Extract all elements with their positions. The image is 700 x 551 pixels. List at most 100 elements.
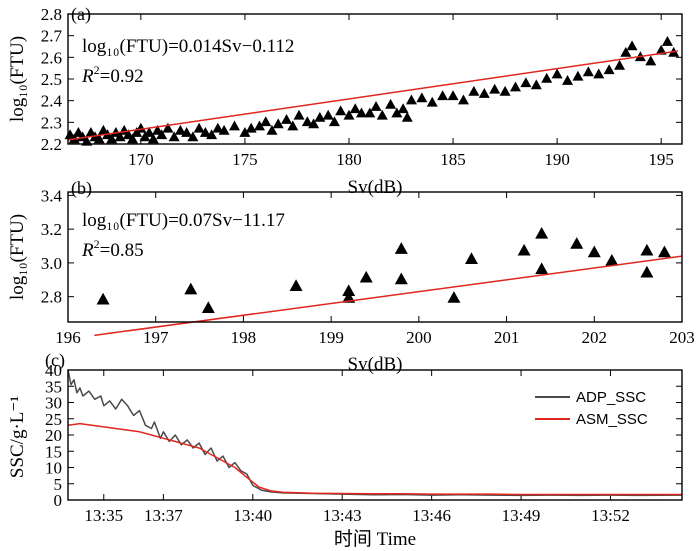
panel-a-r2: R2=0.92 [81,63,144,87]
fit-line [94,255,683,337]
data-point [308,118,320,129]
data-point [570,237,584,249]
y-tick-label: 15 [45,442,62,461]
y-tick-label: 30 [45,394,62,413]
data-point [253,120,265,131]
x-tick-label: 199 [318,328,344,347]
data-point [593,68,605,79]
panel-c-xlabel: 时间 Time [334,528,416,550]
data-point [657,245,671,258]
panel-b-equation: log₁₀(FTU)=0.07Sv−11.17 [82,210,285,231]
data-point [314,111,326,122]
data-point [239,127,251,137]
y-tick-label: 3.0 [41,254,62,273]
x-tick-label: 190 [544,150,570,169]
y-tick-label: 2.8 [41,288,62,307]
data-point [562,75,574,85]
data-point [394,272,408,285]
panel-c: (c) 13:35 13:37 13:40 13:43 13:46 13:49 13:52 0… [7,350,683,550]
data-point [272,118,284,129]
legend-asm-label: ASM_SSC [576,411,648,428]
panel-c-marks [67,369,683,497]
data-point [328,116,340,127]
data-point [645,55,657,66]
x-tick-label: 13:52 [591,506,630,525]
data-point [206,129,218,140]
data-point [349,103,361,114]
x-tick-label: 13:35 [84,506,123,525]
data-point [127,133,139,144]
panel-b-xlabel: Sv(dB) [348,354,403,375]
data-point [605,253,619,266]
data-point [201,301,215,313]
data-point [168,131,180,142]
panel-c-frame [67,369,683,501]
data-point [376,109,388,120]
data-point [520,77,532,88]
y-tick-label: 5 [54,475,63,494]
panel-a: (a) log₁₀(FTU)=0.014Sv−0.112 R2=0.92 170… [7,4,683,198]
data-point [343,109,355,120]
data-point [364,107,376,118]
x-tick-label: 200 [406,328,432,347]
data-point [322,109,334,120]
data-point [335,105,347,116]
asm-ssc-line [67,422,682,496]
data-point [478,88,490,98]
data-point [370,101,382,111]
data-point [661,36,673,46]
data-point [181,127,193,137]
data-point [447,90,459,101]
data-point [143,127,155,137]
data-point [293,109,305,120]
data-point [535,226,549,239]
data-point [603,64,615,75]
data-point [464,252,478,264]
data-point [572,70,584,81]
data-point [535,262,549,275]
data-point [499,85,511,96]
y-tick-label: 2.7 [41,27,63,46]
x-tick-label: 13:49 [502,506,541,525]
data-point [193,122,205,133]
data-point [93,133,105,144]
data-point [489,83,501,94]
y-tick-label: 2.4 [41,92,63,111]
data-point [468,85,480,96]
panel-a-ticks: 170 175 180 185 190 195 2.2 2.3 2.4 2.5 2.6 2.7 2.8 [41,5,682,169]
data-point [266,124,278,135]
y-tick-label: 2.2 [41,135,62,154]
data-point [457,94,469,105]
panel-c-ticks: 13:35 13:37 13:40 13:43 13:46 13:49 13:52 05101… [45,361,682,525]
data-point [640,243,654,256]
x-tick-label: 198 [231,328,257,347]
data-point [401,111,413,122]
data-point [245,122,257,133]
data-point [174,124,186,135]
data-point [620,46,632,57]
panel-a-frame [67,13,683,145]
data-point [437,90,449,101]
x-tick-label: 202 [582,328,608,347]
panel-b-letter: (b) [71,178,92,199]
data-point [426,96,438,107]
data-point [447,291,461,303]
data-point [342,284,356,297]
data-point [355,107,367,118]
y-tick-label: 2.8 [41,5,62,24]
legend-adp-label: ADP_SSC [576,389,646,406]
data-point [184,282,198,295]
data-point [640,265,654,278]
y-tick-label: 2.6 [41,48,62,67]
y-tick-label: 20 [45,426,62,445]
data-point [281,114,293,124]
panel-b-frame [67,191,683,323]
data-point [551,68,563,79]
panel-a-xlabel: Sv(dB) [348,177,403,198]
data-point [541,72,553,83]
x-tick-label: 170 [128,150,154,169]
data-point [162,122,174,133]
data-point [626,40,638,51]
panel-a-equation: log₁₀(FTU)=0.014Sv−0.112 [82,36,294,57]
y-tick-label: 3.2 [41,220,62,239]
